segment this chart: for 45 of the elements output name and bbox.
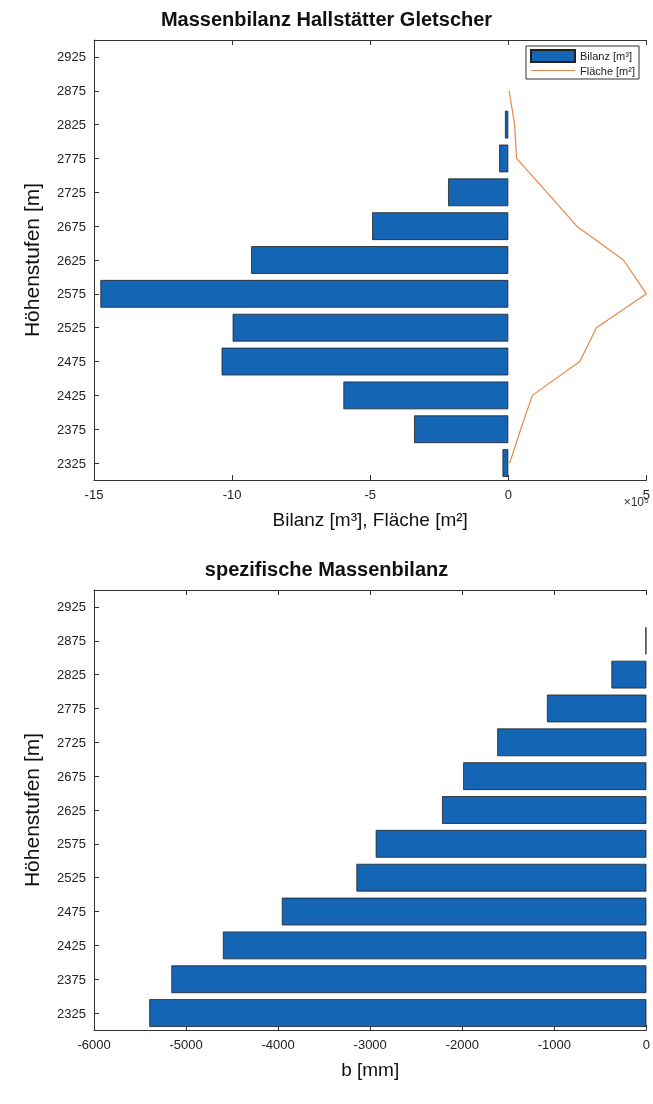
y-tick-label: 2475 (57, 904, 86, 920)
y-axis-title: Höhenstufen [m] (20, 732, 43, 888)
x-tick-label: 0 (504, 487, 512, 502)
chart-title: spezifische Massenbilanz (204, 558, 449, 580)
x-tick-label: -6000 (77, 1037, 111, 1052)
y-tick-label: 2375 (57, 971, 86, 987)
y-tick-label: 2675 (57, 218, 86, 234)
x-tick-label: -4000 (261, 1037, 295, 1052)
x-tick-label: -15 (84, 487, 104, 502)
x-tick-label: 0 (642, 1037, 650, 1052)
y-tick-label: 2325 (57, 1005, 86, 1021)
y-tick-label: 2575 (57, 286, 86, 302)
x-tick-label: -2000 (445, 1037, 479, 1052)
y-tick-label: 2775 (57, 150, 86, 166)
y-tick-label: 2875 (57, 633, 86, 649)
y-tick-label: 2525 (57, 870, 86, 886)
y-axis-title: Höhenstufen [m] (20, 182, 43, 338)
legend-label: Bilanz [m³] (579, 50, 632, 62)
y-tick-label: 2925 (57, 49, 86, 65)
legend-label: Fläche [m²] (579, 64, 635, 77)
y-tick-label: 2775 (57, 700, 86, 716)
y-tick-label: 2475 (57, 354, 86, 370)
y-tick-label: 2625 (57, 802, 86, 818)
x-tick-label: -5 (364, 487, 376, 502)
y-tick-label: 2675 (57, 768, 86, 784)
y-tick-label: 2575 (57, 836, 86, 852)
y-tick-label: 2725 (57, 734, 86, 750)
x-axis-title: b [mm] (341, 1059, 400, 1080)
y-tick-label: 2425 (57, 937, 86, 953)
y-tick-label: 2825 (57, 667, 86, 683)
y-tick-label: 2825 (57, 117, 86, 133)
y-tick-label: 2425 (57, 387, 86, 403)
y-tick-label: 2725 (57, 184, 86, 200)
x-tick-label: -10 (222, 487, 242, 502)
x-tick-label: -3000 (353, 1037, 387, 1052)
y-tick-label: 2925 (57, 599, 86, 615)
y-tick-label: 2625 (57, 252, 86, 268)
chart-title: Massenbilanz Hallstätter Gletscher (160, 8, 493, 30)
x-axis-title: Bilanz [m³], Fläche [m²] (272, 509, 468, 530)
x-tick-label: -1000 (537, 1037, 571, 1052)
y-tick-label: 2375 (57, 421, 86, 437)
y-tick-label: 2875 (57, 83, 86, 99)
y-tick-label: 2525 (57, 320, 86, 336)
y-tick-label: 2325 (57, 455, 86, 471)
x-tick-label: -5000 (169, 1037, 203, 1052)
